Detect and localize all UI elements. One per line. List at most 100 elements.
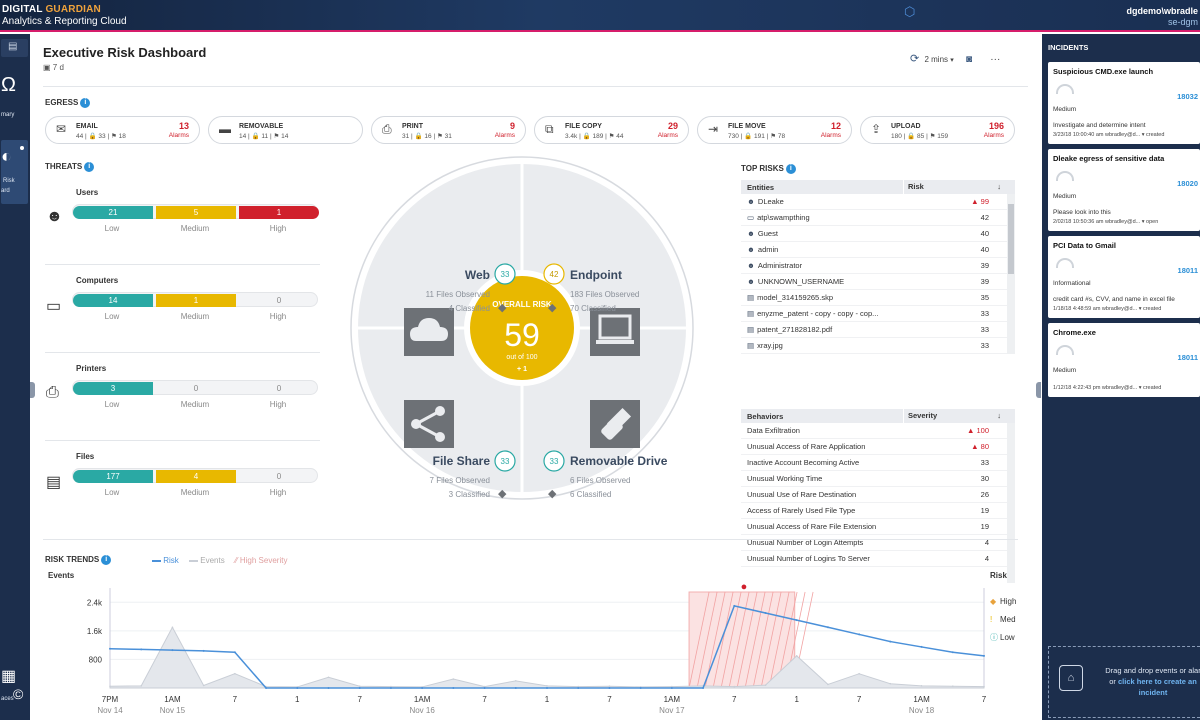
nav-item-dashboard[interactable]: ▤ xyxy=(1,39,28,57)
threat-low-segment[interactable]: 177 xyxy=(73,470,153,483)
incident-number[interactable]: 18011 xyxy=(1177,353,1198,362)
scrollbar[interactable] xyxy=(1007,423,1015,583)
incident-card[interactable]: PCI Data to Gmail 18011 Informational credi… xyxy=(1048,236,1200,318)
user-name[interactable]: dgdemo\wbradle xyxy=(1126,6,1198,16)
threat-low-segment[interactable]: 14 xyxy=(73,294,153,307)
info-icon[interactable]: i xyxy=(785,164,796,174)
events-series[interactable] xyxy=(109,626,985,689)
entities-header[interactable]: Entities Risk ↓ xyxy=(741,180,1015,194)
entity-row[interactable]: ▭ atp\swampthing 42 xyxy=(741,210,1007,226)
tag-icon: ◆ xyxy=(498,488,507,500)
threat-bar[interactable]: 21 5 1 xyxy=(72,204,319,219)
overall-risk-score: 59 xyxy=(504,317,540,353)
info-icon[interactable]: i xyxy=(84,162,95,172)
refresh-icon[interactable]: ⟳ xyxy=(910,53,920,65)
behavior-row[interactable]: Unusual Access of Rare Application ▲ 80 xyxy=(741,439,1007,455)
incident-meta[interactable]: 2/02/18 10:50:36 am wbradley@d... ▾ open xyxy=(1053,219,1159,225)
refresh-interval[interactable]: 2 mins xyxy=(924,55,949,64)
threat-medium-segment[interactable]: 1 xyxy=(156,294,236,307)
incident-dropzone[interactable]: ⌂ Drag and drop events or alar or click … xyxy=(1048,646,1200,718)
incident-number[interactable]: 18032 xyxy=(1177,92,1198,101)
threat-high-segment[interactable]: 1 xyxy=(239,206,319,219)
x-tick-label: 7 xyxy=(857,695,862,704)
quadrant-endpoint-name[interactable]: Endpoint xyxy=(570,268,622,282)
entity-row[interactable]: ☻ DLeake ▲ 99 xyxy=(741,194,1007,210)
behavior-row[interactable]: Access of Rarely Used File Type 19 xyxy=(741,503,1007,519)
egress-file-move[interactable]: ⇥ FILE MOVE 730 | 🔒 191 | ⚑ 78 12 Alarms xyxy=(697,116,852,144)
incident-number[interactable]: 18011 xyxy=(1177,266,1198,275)
threat-medium-segment[interactable]: 4 xyxy=(156,470,236,483)
sort-icon[interactable]: ↓ xyxy=(997,411,1001,420)
incident-card[interactable]: Dleake egress of sensitive data 18020 Medi… xyxy=(1048,149,1200,231)
behavior-row[interactable]: Unusual Number of Logins To Server 4 xyxy=(741,551,1007,567)
sort-icon[interactable]: ↓ xyxy=(997,182,1001,191)
threat-bar[interactable]: 14 1 0 xyxy=(72,292,318,307)
quadrant-removable-name[interactable]: Removable Drive xyxy=(570,454,668,468)
incident-card[interactable]: Suspicious CMD.exe launch 18032 Medium Inve… xyxy=(1048,62,1200,144)
date-range[interactable]: ▣ 7 d xyxy=(43,63,64,72)
create-incident-link[interactable]: click here to create an xyxy=(1117,677,1197,686)
threat-bar[interactable]: 177 4 0 xyxy=(72,468,318,483)
create-incident-link-2[interactable]: incident xyxy=(1138,688,1168,697)
quadrant-fileshare-name[interactable]: File Share xyxy=(433,454,491,468)
nav-item-workspaces[interactable]: ▦ © aces xyxy=(1,662,28,718)
legend-risk[interactable]: Risk xyxy=(152,556,179,565)
egress-file-copy[interactable]: ⧉ FILE COPY 3.4k | 🔒 189 | ⚑ 44 29 Alarms xyxy=(534,116,689,144)
incident-title: PCI Data to Gmail xyxy=(1053,241,1116,250)
egress-removable[interactable]: ▬ REMOVABLE 14 | 🔒 11 | ⚑ 14 xyxy=(208,116,363,144)
nav-item-risk-dashboard[interactable]: ◐ Risk ard xyxy=(1,140,28,204)
scrollbar[interactable] xyxy=(1007,194,1015,354)
threat-medium-segment[interactable]: 0 xyxy=(193,384,199,393)
entity-row[interactable]: ▤ xray.jpg 33 xyxy=(741,338,1007,354)
threat-high-segment[interactable]: 0 xyxy=(276,472,282,481)
info-icon[interactable]: i xyxy=(80,98,91,108)
main-collapse-handle-right[interactable] xyxy=(1036,382,1041,398)
legend-high-severity[interactable]: ⁄⁄ High Severity xyxy=(234,556,288,565)
behavior-severity: 19 xyxy=(981,506,989,515)
nav-item-summary[interactable]: Ω mary xyxy=(1,66,28,126)
behavior-row[interactable]: Data Exfiltration ▲ 100 xyxy=(741,423,1007,439)
behaviors-header[interactable]: Behaviors Severity ↓ xyxy=(741,409,1015,423)
entity-row[interactable]: ☻ Guest 40 xyxy=(741,226,1007,242)
entity-row[interactable]: ☻ admin 40 xyxy=(741,242,1007,258)
quadrant-web-name[interactable]: Web xyxy=(465,268,490,282)
egress-print[interactable]: ⎙ PRINT 31 | 🔒 16 | ⚑ 31 9 Alarms xyxy=(371,116,526,144)
egress-title: EGRESS i xyxy=(45,98,91,108)
threat-bar[interactable]: 3 0 0 xyxy=(72,380,318,395)
alert-pin-icon[interactable]: ● xyxy=(741,581,748,593)
egress-name: PRINT xyxy=(402,123,423,130)
x-tick-label: 7 xyxy=(233,695,238,704)
behavior-row[interactable]: Unusual Number of Login Attempts 4 xyxy=(741,535,1007,551)
threat-high-segment[interactable]: 0 xyxy=(276,296,282,305)
egress-email[interactable]: ✉ EMAIL 44 | 🔒 33 | ⚑ 18 13 Alarms xyxy=(45,116,200,144)
incident-number[interactable]: 18020 xyxy=(1177,179,1198,188)
x-tick-label: 1 xyxy=(794,695,799,704)
info-icon[interactable]: i xyxy=(101,555,112,565)
behavior-row[interactable]: Unusual Working Time 30 xyxy=(741,471,1007,487)
incident-meta[interactable]: 1/18/18 4:48:59 am wbradley@d... ▾ creat… xyxy=(1053,306,1162,312)
behavior-row[interactable]: Inactive Account Becoming Active 33 xyxy=(741,455,1007,471)
entity-row[interactable]: ▤ patent_271828182.pdf 33 xyxy=(741,322,1007,338)
events-point xyxy=(327,676,330,679)
incident-card[interactable]: Chrome.exe 18011 Medium 1/12/18 4:22:43 pm … xyxy=(1048,323,1200,397)
entity-row[interactable]: ☻ UNKNOWN_USERNAME 39 xyxy=(741,274,1007,290)
entity-row[interactable]: ☻ Administrator 39 xyxy=(741,258,1007,274)
threat-low-segment[interactable]: 3 xyxy=(73,382,153,395)
camera-icon[interactable]: ◙ xyxy=(966,54,973,65)
laptop-icon: ▭ xyxy=(747,213,755,222)
main-collapse-handle-left[interactable] xyxy=(30,382,35,398)
entity-row[interactable]: ▤ enyzme_patent - copy - copy - cop... 33 xyxy=(741,306,1007,322)
legend-events[interactable]: Events xyxy=(189,556,225,565)
chevron-down-icon[interactable]: ▾ xyxy=(950,57,954,64)
risk-level-label: Low xyxy=(1000,633,1015,642)
more-icon[interactable]: ··· xyxy=(990,54,1001,65)
incident-meta[interactable]: 3/23/18 10:00:40 am wbradley@d... ▾ crea… xyxy=(1053,132,1165,138)
behavior-row[interactable]: Unusual Use of Rare Destination 26 xyxy=(741,487,1007,503)
threat-high-segment[interactable]: 0 xyxy=(276,384,282,393)
entity-row[interactable]: ▤ model_314159265.skp 35 xyxy=(741,290,1007,306)
threat-low-segment[interactable]: 21 xyxy=(73,206,153,219)
behavior-row[interactable]: Unusual Access of Rare File Extension 19 xyxy=(741,519,1007,535)
egress-upload[interactable]: ⇪ UPLOAD 180 | 🔒 85 | ⚑ 159 196 Alarms xyxy=(860,116,1015,144)
threat-medium-segment[interactable]: 5 xyxy=(156,206,236,219)
incident-meta[interactable]: 1/12/18 4:22:43 pm wbradley@d... ▾ creat… xyxy=(1053,385,1162,391)
